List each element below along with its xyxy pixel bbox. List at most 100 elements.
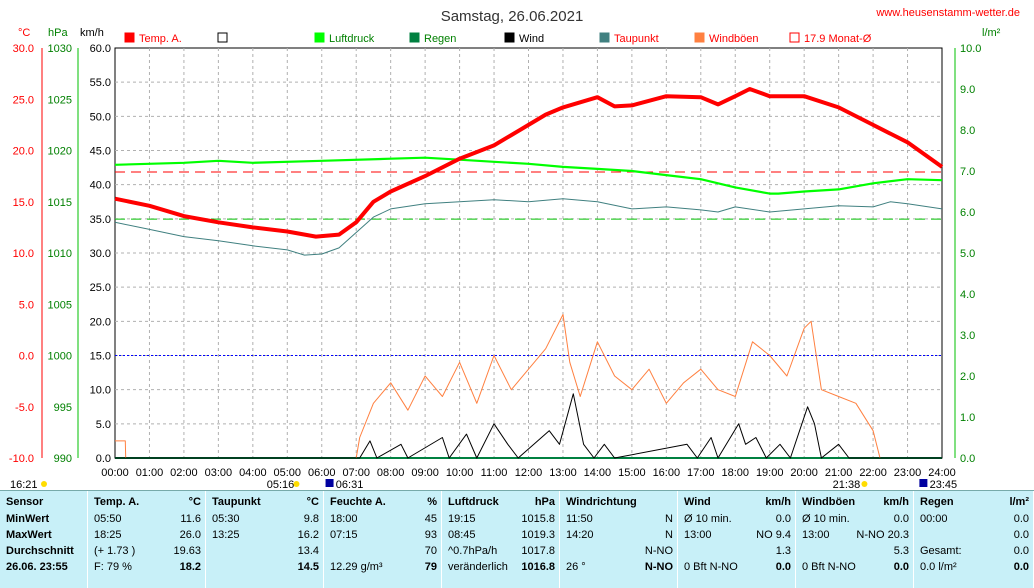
table-cell-value: 0.0: [893, 561, 909, 573]
legend-label: Luftdruck: [329, 33, 375, 45]
table-cell-label: 0.0 l/m²: [920, 561, 957, 573]
table-row: 00:00 0.0: [920, 513, 1029, 527]
wind-tick-label: 40.0: [90, 180, 111, 192]
table-column-header: Feuchte A.%: [330, 496, 437, 510]
series-line-tempa: [114, 87, 944, 239]
column-unit: l/m²: [1009, 496, 1029, 508]
table-cell-value: 1015.8: [521, 513, 555, 525]
table-column: Regen l/m² 00:00 0.0 0.0 Gesamt: 0.0 0.0 l/m² 0.…: [914, 491, 1034, 588]
table-cell-label: 12.29 g/m³: [330, 561, 383, 573]
table-cell-value: N: [665, 513, 673, 525]
x-tick-label: 13:00: [549, 467, 577, 479]
rain-tick-label: 6.0: [960, 207, 975, 219]
rain-tick-label: 0.0: [960, 453, 975, 465]
table-row: 18:00 45: [330, 513, 437, 527]
temp-tick-label: 10.0: [13, 248, 34, 260]
table-row: Ø 10 min. 0.0: [684, 513, 791, 527]
rain-tick-label: 8.0: [960, 125, 975, 137]
series-line-taupunkt: [114, 198, 943, 256]
wind-tick-label: 45.0: [90, 146, 111, 158]
table-row: 0.0 l/m² 0.0: [920, 561, 1029, 575]
rain-tick-label: 5.0: [960, 248, 975, 260]
x-tick-label: 16:00: [653, 467, 681, 479]
rain-tick-label: 1.0: [960, 412, 975, 424]
table-cell-value: 0.0: [893, 513, 909, 525]
table-cell-label: MaxWert: [6, 529, 52, 541]
table-cell-value: 93: [424, 529, 437, 541]
table-cell-value: 9.8: [303, 513, 319, 525]
pressure-tick-label: 1020: [48, 146, 72, 158]
table-cell-value: 1016.8: [521, 561, 555, 573]
table-cell-label: 19:15: [448, 513, 476, 525]
table-column-header: Temp. A. °C: [94, 496, 201, 510]
table-column-header: Regen l/m²: [920, 496, 1029, 510]
moonrise-label: 23:45: [930, 479, 958, 490]
series-line-luftdruck: [114, 156, 943, 195]
table-cell-label: 14:20: [566, 529, 594, 541]
table-cell-label: 0 Bft N-NO: [802, 561, 856, 573]
table-row: 13:25 16.2: [212, 529, 319, 543]
sunset-label: 21:38: [833, 479, 861, 490]
x-tick-label: 08:00: [377, 467, 405, 479]
table-cell-value: N-NO 20.3: [856, 529, 909, 541]
table-cell-label: 0 Bft N-NO: [684, 561, 738, 573]
rain-tick-label: 3.0: [960, 330, 975, 342]
sunrise-label: 05:16: [267, 479, 295, 490]
table-cell-value: 0.0: [1013, 513, 1029, 525]
wind-tick-label: 10.0: [90, 385, 111, 397]
column-title: Windrichtung: [566, 496, 637, 508]
x-tick-label: 21:00: [825, 467, 853, 479]
rain-tick-label: 2.0: [960, 371, 975, 383]
pressure-tick-label: 1010: [48, 248, 72, 260]
table-column-header: Sensor: [6, 496, 83, 510]
table-cell-value: 13.4: [297, 545, 319, 557]
table-row: 14:20 N: [566, 529, 673, 543]
moonset-icon: [325, 479, 334, 487]
table-row: 18:25 26.0: [94, 529, 201, 543]
table-cell-value: 1017.8: [521, 545, 555, 557]
table-row: F: 79 % 18.2: [94, 561, 201, 575]
table-cell-label: 05:50: [94, 513, 122, 525]
column-title: Wind: [684, 496, 711, 508]
table-cell-value: 19.63: [173, 545, 201, 557]
legend-label: 17.9 Monat-Ø: [804, 33, 872, 45]
table-cell-label: F: 79 %: [94, 561, 132, 573]
x-tick-label: 09:00: [411, 467, 439, 479]
x-tick-label: 23:00: [894, 467, 922, 479]
table-row: ^0.7hPa/h 1017.8: [448, 545, 555, 559]
column-title: Luftdruck: [448, 496, 499, 508]
table-cell-value: 14.5: [297, 561, 319, 573]
table-row: 08:45 1019.3: [448, 529, 555, 543]
legend-swatch: [504, 32, 515, 43]
moonrise-icon: [919, 479, 928, 487]
table-row: 5.3: [802, 545, 909, 559]
wind-tick-label: 60.0: [90, 43, 111, 55]
x-tick-label: 07:00: [342, 467, 370, 479]
legend-label: Taupunkt: [614, 33, 659, 45]
table-cell-value: 11.6: [180, 513, 201, 525]
moonset-label: 06:31: [336, 479, 364, 490]
table-cell-label: 05:30: [212, 513, 240, 525]
table-cell-value: N-NO: [644, 545, 673, 557]
series-line-windben: [115, 314, 881, 459]
time-left-label: 16:21: [10, 479, 38, 490]
weather-chart: 30.0 25.0 20.0 15.0 10.0 5.0 0.0 -5.0 -10.0 1030 1…: [9, 7, 1020, 490]
site-url[interactable]: www.heusenstamm-wetter.de: [875, 7, 1020, 19]
table-cell-label: 13:00: [802, 529, 830, 541]
legend-swatch: [217, 32, 228, 43]
table-row: 13.4: [212, 545, 319, 559]
column-title: Windböen: [802, 496, 856, 508]
table-column: Luftdruck hPa 19:15 1015.8 08:45 1019.3 ^0.7hP…: [442, 491, 560, 588]
temp-tick-label: 15.0: [13, 197, 34, 209]
legend-swatch: [314, 32, 325, 43]
table-cell-value: 0.0: [1013, 529, 1029, 541]
table-cell-label: Gesamt:: [920, 545, 962, 557]
x-tick-label: 18:00: [721, 467, 749, 479]
table-row: (+ 1.73 ) 19.63: [94, 545, 201, 559]
x-tick-label: 24:00: [928, 467, 956, 479]
table-column-header: Windböen km/h: [802, 496, 909, 510]
pressure-unit-label: hPa: [48, 27, 68, 39]
table-cell-label: ^0.7hPa/h: [448, 545, 498, 557]
table-column: Temp. A. °C 05:50 11.6 18:25 26.0 (+ 1.73 ) 19.…: [88, 491, 206, 588]
sun-icon: [41, 481, 47, 487]
